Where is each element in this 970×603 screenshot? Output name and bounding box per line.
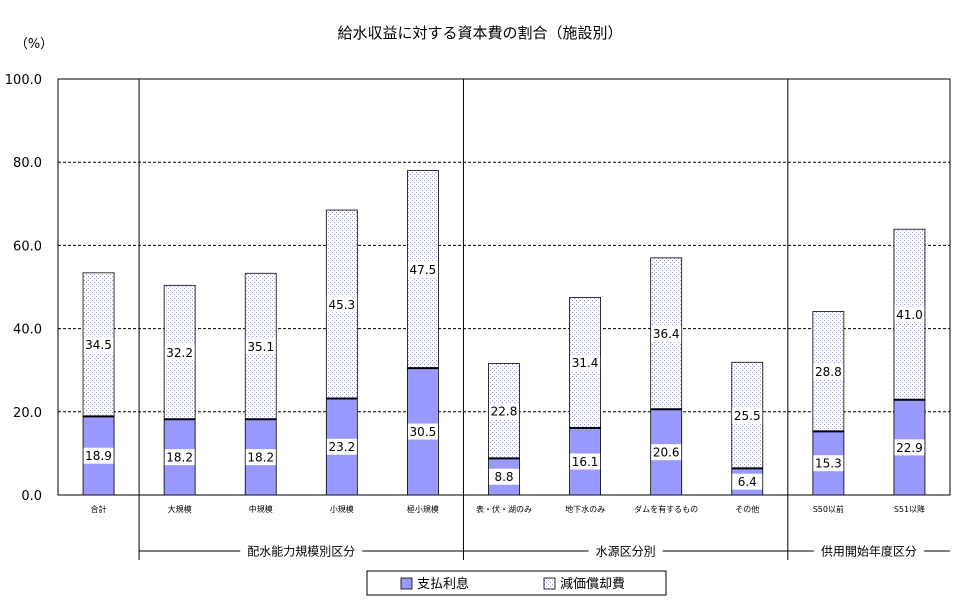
data-label-bg bbox=[651, 325, 682, 342]
data-label-interest: 18.2 bbox=[247, 451, 274, 465]
data-label-interest: 20.6 bbox=[653, 446, 680, 460]
y-tick-label: 0.0 bbox=[21, 489, 42, 504]
data-label-depreciation: 45.3 bbox=[328, 298, 355, 312]
x-tick-label: 極小規模 bbox=[407, 504, 439, 514]
group-label: 水源区分別 bbox=[596, 545, 656, 559]
data-label-depreciation: 34.5 bbox=[85, 338, 112, 352]
x-tick-label: S50以前 bbox=[813, 504, 844, 514]
y-tick-label: 80.0 bbox=[13, 156, 42, 171]
data-label-bg bbox=[326, 438, 357, 455]
data-label-depreciation: 31.4 bbox=[572, 356, 599, 370]
data-label-bg bbox=[570, 453, 601, 470]
x-tick-label: その他 bbox=[735, 504, 759, 514]
data-label-depreciation: 47.5 bbox=[410, 263, 437, 277]
data-label-bg bbox=[894, 439, 925, 456]
data-label-depreciation: 35.1 bbox=[247, 340, 274, 354]
data-label-bg bbox=[407, 261, 438, 278]
x-tick-label: ダムを有するもの bbox=[634, 504, 698, 514]
data-label-bg bbox=[407, 423, 438, 440]
group-label: 配水能力規模別区分 bbox=[247, 544, 355, 559]
data-label-bg bbox=[489, 468, 519, 485]
data-label-interest: 30.5 bbox=[410, 425, 437, 439]
y-unit-label: （%） bbox=[15, 37, 53, 52]
data-label-bg bbox=[164, 449, 195, 466]
group-label: 供用開始年度区分 bbox=[821, 544, 917, 559]
data-label-bg bbox=[570, 354, 601, 371]
data-label-bg bbox=[489, 402, 519, 419]
legend: 支払利息 減価償却費 bbox=[366, 570, 667, 596]
legend-label-interest: 支払利息 bbox=[417, 576, 469, 592]
x-tick-label: 小規模 bbox=[330, 504, 354, 514]
data-label-interest: 8.8 bbox=[494, 470, 513, 484]
data-label-bg bbox=[164, 344, 195, 361]
data-label-interest: 15.3 bbox=[815, 457, 842, 471]
y-tick-label: 100.0 bbox=[5, 73, 42, 88]
data-label-bg bbox=[245, 449, 276, 466]
y-tick-label: 60.0 bbox=[13, 239, 42, 254]
legend-swatch-interest bbox=[400, 577, 413, 590]
data-label-bg bbox=[245, 338, 276, 355]
x-tick-label: 中規模 bbox=[249, 504, 273, 514]
data-label-bg bbox=[651, 444, 682, 461]
data-label-depreciation: 28.8 bbox=[815, 365, 842, 379]
data-label-bg bbox=[83, 336, 114, 353]
y-tick-label: 20.0 bbox=[13, 406, 42, 421]
data-label-depreciation: 36.4 bbox=[653, 327, 680, 341]
data-label-bg bbox=[83, 447, 114, 464]
legend-label-depreciation: 減価償却費 bbox=[560, 576, 625, 592]
x-tick-label: S51以降 bbox=[894, 504, 925, 514]
data-label-interest: 16.1 bbox=[572, 455, 599, 469]
data-label-interest: 18.2 bbox=[166, 451, 193, 465]
data-label-depreciation: 32.2 bbox=[166, 346, 193, 360]
data-label-bg bbox=[894, 306, 925, 323]
legend-swatch-depreciation bbox=[543, 577, 556, 590]
legend-box bbox=[366, 570, 667, 596]
data-label-depreciation: 25.5 bbox=[734, 409, 761, 423]
data-label-bg bbox=[732, 407, 763, 424]
data-label-interest: 18.9 bbox=[85, 449, 112, 463]
x-tick-label: 地下水のみ bbox=[565, 504, 605, 514]
chart-title: 給水収益に対する資本費の割合（施設別） bbox=[337, 24, 622, 42]
data-label-depreciation: 41.0 bbox=[896, 308, 923, 322]
x-tick-label: 合計 bbox=[91, 504, 107, 514]
data-label-interest: 22.9 bbox=[896, 441, 923, 455]
x-tick-label: 表・伏・湖のみ bbox=[476, 504, 532, 514]
data-label-bg bbox=[326, 296, 357, 313]
data-label-interest: 6.4 bbox=[738, 475, 757, 489]
y-tick-label: 40.0 bbox=[13, 323, 42, 338]
data-label-interest: 23.2 bbox=[328, 440, 355, 454]
data-label-bg bbox=[813, 455, 844, 472]
data-label-depreciation: 22.8 bbox=[491, 404, 518, 418]
data-label-bg bbox=[813, 363, 844, 380]
x-tick-label: 大規模 bbox=[168, 504, 192, 514]
plot-area: 0.0 20.0 40.0 60.0 80.0 100.0 18.9 34.5 合計 18.2 32… bbox=[5, 73, 951, 560]
data-label-bg bbox=[732, 473, 763, 490]
